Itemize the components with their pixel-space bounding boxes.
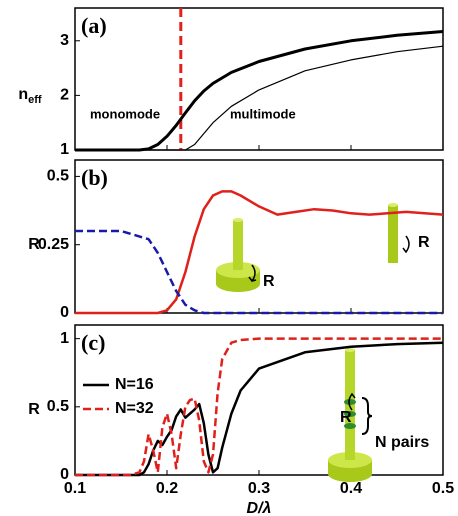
y-axis-label: n <box>18 86 28 103</box>
annotation: multimode <box>230 106 296 121</box>
y-tick-label: 0 <box>60 304 69 321</box>
icon-post <box>345 348 355 352</box>
icon-band <box>344 423 356 429</box>
y-tick-label: 0.5 <box>47 398 69 415</box>
x-tick-label: 0.4 <box>340 480 362 497</box>
annotation: N pairs <box>375 434 429 451</box>
x-tick-label: 0.5 <box>432 480 454 497</box>
y-axis-label: R <box>28 236 40 253</box>
icon-band <box>344 399 356 405</box>
y-tick-label: 0.25 <box>38 236 69 253</box>
rotation-arrow <box>248 264 257 283</box>
y-axis-label: R <box>28 401 40 418</box>
legend-label: N=16 <box>115 376 154 393</box>
y-axis-label-subscript: eff <box>28 94 42 106</box>
y-axis-label: R <box>28 236 40 253</box>
annotation: R <box>263 273 275 290</box>
y-axis-label: R <box>28 401 40 418</box>
icon-post <box>388 203 398 207</box>
legend-label: N=32 <box>115 400 154 417</box>
line-series <box>75 229 443 315</box>
line-series <box>75 45 444 151</box>
x-tick-label: 0.2 <box>156 480 178 497</box>
y-tick-label: 2 <box>60 87 69 104</box>
y-tick-label: 1 <box>60 330 69 347</box>
line-series <box>75 341 444 477</box>
rotation-arrow <box>402 235 410 254</box>
y-tick-label: 0 <box>60 466 69 483</box>
x-tick-label: 0.1 <box>64 480 86 497</box>
icon-post <box>233 220 243 270</box>
panel-label: (a) <box>81 13 107 38</box>
plot-frame <box>74 7 444 151</box>
rotation-arrow <box>348 392 356 411</box>
plot-frame <box>74 159 444 314</box>
annotation: monomode <box>90 106 160 121</box>
icon-post <box>233 218 243 222</box>
line-series <box>75 337 443 477</box>
y-tick-label: 3 <box>60 32 69 49</box>
annotation: R <box>418 234 430 251</box>
icon-band <box>344 411 356 417</box>
line-series <box>75 30 444 152</box>
y-tick-label: 1 <box>60 141 69 158</box>
panel-label: (c) <box>81 330 105 355</box>
brace <box>361 397 373 435</box>
x-axis-label: D/λ <box>247 500 272 516</box>
y-axis-label: neff <box>18 86 42 106</box>
annotation: R <box>340 409 352 426</box>
y-tick-label: 0.5 <box>47 168 69 185</box>
line-series <box>75 190 444 315</box>
icon-post <box>388 205 398 263</box>
panel-label: (b) <box>81 165 108 190</box>
x-tick-label: 0.3 <box>248 480 270 497</box>
